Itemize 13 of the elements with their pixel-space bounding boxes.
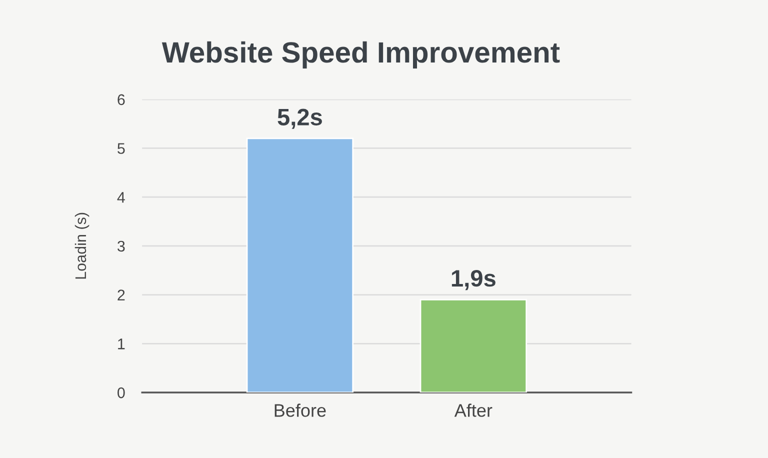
- y-tick-label: 2: [118, 290, 125, 300]
- chart-title: Website Speed Improvement: [162, 41, 560, 69]
- data-label: 1,9s: [452, 270, 496, 290]
- x-tick-label: After: [454, 404, 492, 417]
- y-tick-label: 1: [118, 338, 125, 350]
- y-tick-label: 4: [117, 192, 125, 203]
- y-tick-label: 5: [118, 143, 125, 154]
- y-tick-label: 6: [118, 94, 125, 106]
- y-tick-label: 3: [118, 240, 125, 252]
- y-tick-label: 0: [118, 387, 125, 398]
- data-label: 5,2s: [278, 108, 322, 129]
- x-tick-label: Before: [274, 404, 326, 417]
- y-axis-title: Loadin (s): [74, 212, 90, 279]
